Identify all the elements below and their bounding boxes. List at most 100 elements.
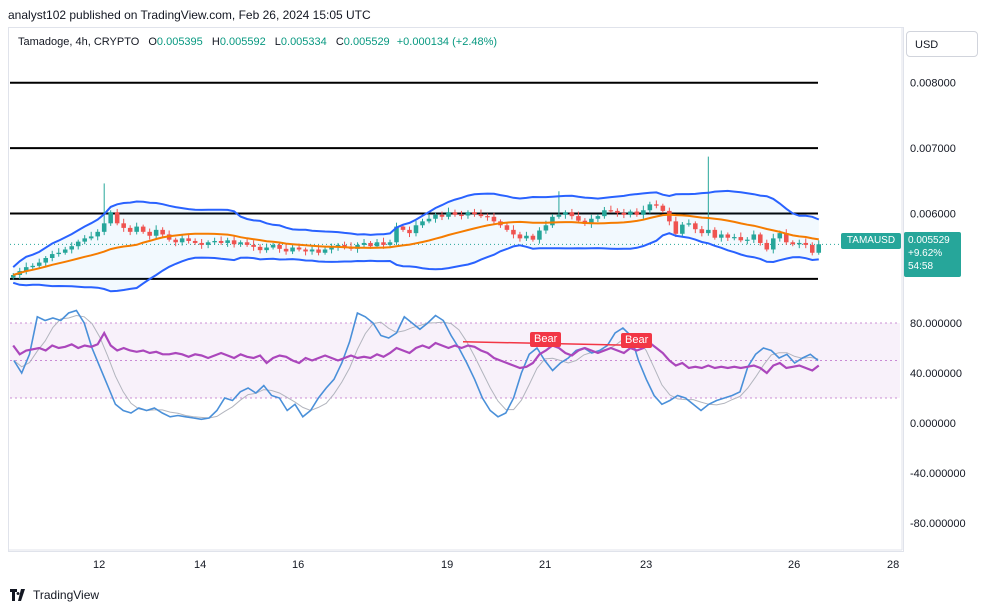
candle-body-7 (56, 252, 61, 255)
candle-body-20 (140, 226, 146, 232)
candle-body-92 (608, 210, 614, 212)
chart-panel[interactable] (8, 27, 904, 552)
stoch-line (13, 309, 819, 421)
footer: TradingView (10, 588, 99, 602)
candle-body-87 (576, 216, 581, 221)
candle-body-117 (771, 238, 776, 250)
candle-body-124 (816, 244, 822, 253)
tradingview-logo-icon (10, 589, 25, 601)
candle-body-83 (550, 216, 555, 226)
price-axis-label-0: 0.008000 (910, 78, 956, 90)
candle-body-71 (472, 212, 477, 215)
candle-body-34 (231, 240, 237, 245)
candle-body-55 (368, 242, 373, 247)
candle-body-65 (433, 214, 438, 219)
candle-body-103 (680, 224, 685, 234)
candle-body-111 (732, 237, 737, 239)
candle-body-74 (491, 216, 497, 222)
currency-button[interactable]: USD (906, 31, 978, 57)
candle-body-35 (238, 242, 243, 245)
bar-countdown: 54:58 (908, 261, 934, 272)
time-axis-label-4: 21 (539, 559, 551, 571)
candle-body-5 (43, 257, 49, 263)
candle-body-78 (517, 234, 523, 239)
candle-body-123 (809, 244, 815, 253)
candle-body-49 (329, 247, 334, 250)
candle-body-110 (725, 234, 731, 238)
candle-body-10 (75, 241, 81, 247)
candle-body-36 (244, 242, 250, 245)
bear-label-1: Bear (530, 332, 562, 347)
last-price-tag: 0.005529 +9.62% 54:58 (904, 232, 961, 277)
candle-body-109 (719, 234, 724, 238)
candle-body-43 (290, 247, 295, 252)
rsi-axis-label-2: 0.000000 (910, 418, 956, 430)
footer-brand: TradingView (33, 588, 100, 602)
candle-body-67 (446, 212, 451, 217)
candle-body-82 (543, 225, 549, 231)
candle-body-107 (706, 229, 711, 234)
candle-body-96 (634, 211, 640, 215)
time-axis-label-5: 23 (640, 559, 652, 571)
candle-body-81 (537, 230, 542, 240)
candle-body-28 (192, 240, 198, 243)
candle-body-41 (277, 244, 282, 249)
candle-body-102 (673, 221, 679, 234)
legend-high-label: H (211, 36, 220, 48)
candle-body-84 (556, 214, 562, 217)
candle-body-58 (387, 242, 393, 245)
candle-body-98 (647, 204, 653, 211)
candle-body-104 (686, 223, 692, 225)
candle-body-91 (602, 210, 607, 217)
candle-body-17 (121, 223, 126, 228)
candle-body-13 (95, 231, 100, 237)
candle-body-4 (36, 262, 42, 266)
candle-body-31 (212, 240, 217, 243)
candle-body-11 (82, 238, 87, 242)
symbol-tag: TAMAUSD (841, 233, 901, 249)
candle-body-6 (49, 254, 55, 258)
candle-body-115 (758, 234, 763, 243)
candle-body-59 (394, 226, 399, 243)
ohlc-legend: Tamadoge, 4h, CRYPTO O0.005395 H0.005592… (18, 36, 497, 48)
candle-body-99 (654, 204, 659, 206)
candle-body-73 (485, 216, 490, 218)
time-axis-label-1: 14 (194, 559, 206, 571)
candle-body-116 (764, 242, 770, 250)
publisher-line: analyst102 published on TradingView.com,… (8, 8, 371, 22)
legend-high: 0.005592 (219, 36, 266, 48)
candle-body-25 (173, 239, 178, 243)
candle-body-30 (205, 242, 211, 245)
candle-body-106 (699, 229, 705, 234)
rsi-line (12, 330, 820, 375)
price-axis-label-1: 0.007000 (910, 143, 956, 155)
candle-body-61 (407, 229, 412, 234)
candle-body-93 (615, 210, 620, 213)
candle-body-80 (530, 235, 536, 240)
candle-body-72 (478, 214, 484, 217)
candle-body-100 (660, 205, 666, 211)
candle-body-47 (316, 249, 321, 253)
candle-body-14 (101, 223, 107, 232)
candle-body-51 (342, 244, 347, 247)
time-axis-label-6: 26 (788, 559, 800, 571)
last-change: +9.62% (908, 248, 943, 259)
candle-body-70 (465, 212, 471, 216)
candle-body-18 (127, 227, 133, 232)
candle-body-12 (88, 236, 94, 239)
candle-body-69 (459, 214, 464, 217)
bollinger-lower (12, 232, 819, 293)
candle-body-76 (504, 225, 510, 230)
candle-body-27 (186, 238, 191, 241)
candle-body-66 (439, 214, 445, 217)
candle-body-42 (283, 248, 289, 252)
candle-body-77 (511, 229, 516, 235)
candle-body-15 (108, 212, 113, 224)
candle-body-8 (62, 249, 68, 253)
candle-body-33 (225, 240, 230, 243)
candle-body-46 (309, 249, 315, 252)
legend-low-label: L (274, 36, 281, 48)
candle-body-19 (134, 226, 139, 232)
